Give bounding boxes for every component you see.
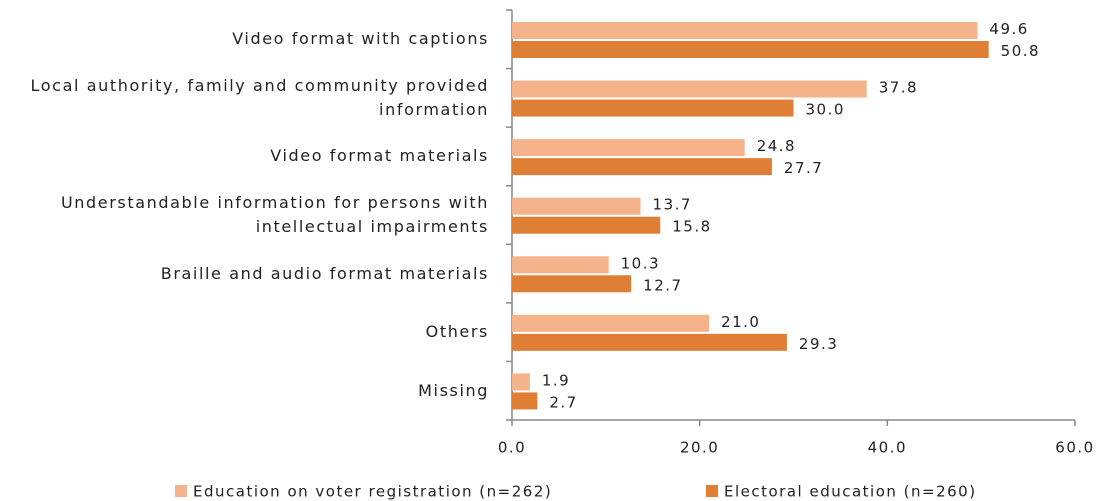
- value-label: 2.7: [549, 393, 577, 411]
- legend-swatch: [175, 485, 187, 497]
- bar: [512, 392, 538, 410]
- category-label: Braille and audio format materials: [160, 263, 489, 283]
- value-label: 1.9: [542, 371, 570, 389]
- bar: [512, 139, 745, 157]
- value-label: 27.7: [784, 159, 823, 177]
- bar: [512, 275, 632, 293]
- bar: [512, 256, 609, 274]
- value-label: 12.7: [643, 276, 682, 294]
- bar: [512, 314, 710, 332]
- bar: [512, 158, 772, 176]
- x-tick-label: 40.0: [868, 439, 907, 457]
- category-label: Video format with captions: [232, 29, 489, 49]
- value-label: 21.0: [721, 313, 760, 331]
- category-label: Others: [425, 322, 489, 342]
- value-label: 30.0: [806, 101, 845, 119]
- category-label: Video format materials: [270, 146, 489, 166]
- legend-swatch: [706, 485, 718, 497]
- bar: [512, 22, 978, 39]
- x-tick-label: 0.0: [498, 439, 526, 457]
- bar: [512, 99, 794, 117]
- bar: [512, 41, 989, 58]
- bar: [512, 373, 530, 391]
- legend-label: Electoral education (n=260): [724, 483, 977, 501]
- bar: [512, 197, 641, 215]
- bar: [512, 216, 661, 234]
- value-label: 50.8: [1001, 42, 1040, 60]
- x-tick-label: 60.0: [1055, 439, 1094, 457]
- value-label: 13.7: [653, 196, 692, 214]
- value-label: 37.8: [879, 79, 918, 97]
- bar: [512, 80, 867, 98]
- value-label: 15.8: [672, 218, 711, 236]
- value-label: 29.3: [799, 335, 838, 353]
- category-label: Local authority, family and community pr…: [30, 75, 489, 119]
- category-label: Understandable information for persons w…: [60, 193, 489, 236]
- value-label: 24.8: [757, 137, 796, 155]
- x-tick-label: 20.0: [680, 439, 719, 457]
- value-label: 49.6: [989, 20, 1028, 38]
- category-label: Missing: [418, 380, 489, 400]
- bar: [512, 333, 787, 351]
- legend-label: Education on voter registration (n=262): [193, 483, 552, 501]
- value-label: 10.3: [621, 254, 660, 272]
